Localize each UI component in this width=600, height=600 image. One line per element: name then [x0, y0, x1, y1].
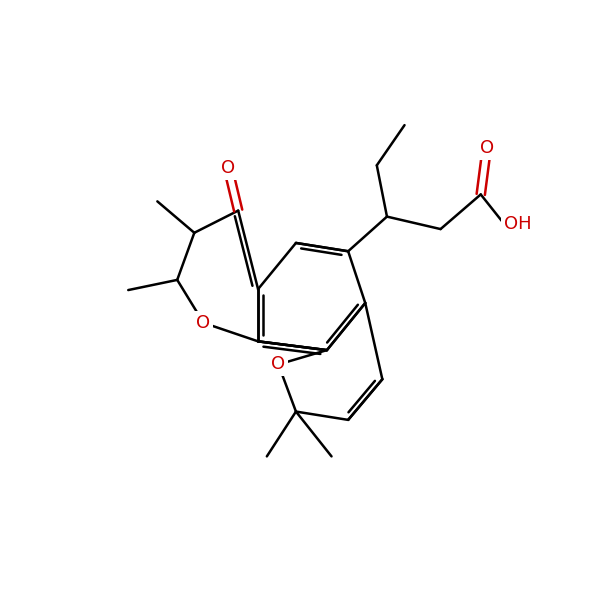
Text: O: O — [196, 314, 211, 332]
Text: OH: OH — [504, 215, 532, 233]
Text: O: O — [479, 139, 494, 157]
Text: O: O — [271, 355, 286, 373]
Text: O: O — [221, 159, 235, 177]
